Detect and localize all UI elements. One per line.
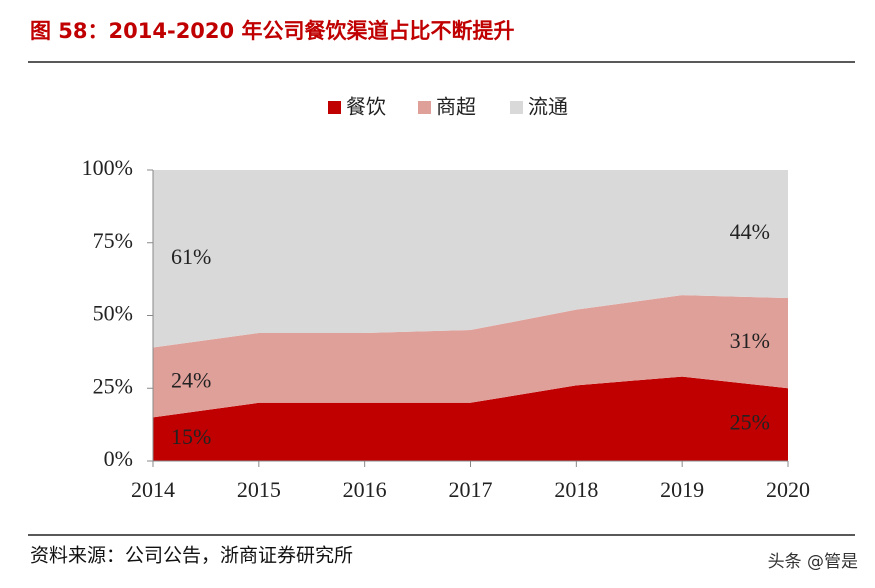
legend-label: 流通: [528, 95, 568, 119]
source: 资料来源：公司公告，浙商证券研究所: [30, 545, 353, 567]
x-tick-label: 2014: [131, 477, 175, 502]
legend-label: 商超: [436, 95, 476, 119]
x-tick-label: 2018: [554, 477, 598, 502]
area: [153, 170, 788, 348]
data-label: 31%: [730, 328, 770, 353]
x-tick-label: 2017: [449, 477, 493, 502]
y-tick-label: 75%: [93, 228, 133, 253]
legend-label: 餐饮: [346, 95, 386, 119]
y-tick-label: 0%: [104, 446, 133, 471]
legend-swatch: [510, 101, 523, 114]
legend-swatch: [328, 101, 341, 114]
x-tick-label: 2016: [343, 477, 387, 502]
data-label: 61%: [171, 244, 211, 269]
watermark: 头条 @管是: [768, 552, 858, 572]
x-tick-label: 2020: [766, 477, 810, 502]
y-tick-label: 50%: [93, 301, 133, 326]
legend-swatch: [418, 101, 431, 114]
x-tick-label: 2019: [660, 477, 704, 502]
data-label: 44%: [730, 219, 770, 244]
data-label: 25%: [730, 410, 770, 435]
chart-title: 图 58：2014-2020 年公司餐饮渠道占比不断提升: [30, 19, 514, 43]
y-tick-label: 25%: [93, 373, 133, 398]
area: [153, 295, 788, 418]
data-label: 15%: [171, 424, 211, 449]
data-label: 24%: [171, 367, 211, 392]
x-tick-label: 2015: [237, 477, 281, 502]
y-tick-label: 100%: [82, 155, 133, 180]
area: [153, 376, 788, 461]
